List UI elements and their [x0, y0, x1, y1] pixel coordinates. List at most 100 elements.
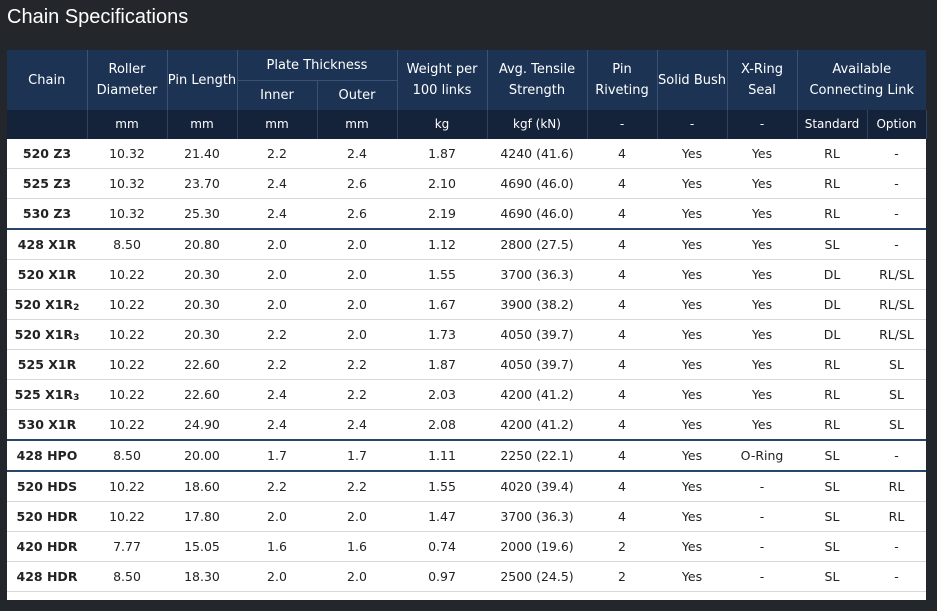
chain-name-text: 520 X1R: [17, 267, 77, 282]
cell-bush: Yes: [657, 198, 727, 230]
cell-pin: 15.05: [167, 531, 237, 562]
cell-roller: 10.32: [87, 139, 167, 169]
chain-name-suffix: 2: [73, 303, 80, 313]
cell-std: SL: [797, 471, 867, 502]
cell-riveting: 4: [587, 168, 657, 199]
cell-opt: -: [867, 229, 926, 260]
cell-std: DL: [797, 259, 867, 290]
cell-roller: 10.32: [87, 168, 167, 199]
cell-bush: Yes: [657, 289, 727, 320]
cell-inner: 2.2: [237, 139, 317, 169]
cell-tensile: 2000 (19.6): [487, 531, 587, 562]
cell-opt: RL: [867, 471, 926, 502]
cell-inner: 2.4: [237, 198, 317, 230]
unit-chain: [7, 110, 88, 139]
cell-std: RL: [797, 409, 867, 441]
table-row: 428 HDR 8.50 18.30 2.0 2.0 0.97 2500 (24.5) 2 Ye…: [7, 561, 926, 592]
cell-opt: SL: [867, 349, 926, 380]
cell-riveting: 4: [587, 198, 657, 230]
cell-weight: 1.11: [397, 440, 487, 472]
header-solid-bush: Solid Bush: [657, 50, 728, 110]
chain-name: 525 X1R3: [7, 379, 87, 410]
chain-name: 525 X1R: [7, 349, 87, 380]
cell-weight: 2.10: [397, 168, 487, 199]
table-row: 525 Z3 10.32 23.70 2.4 2.6 2.10 4690 (46.0) 4 Ye…: [7, 168, 926, 199]
cell-riveting: 2: [587, 561, 657, 592]
cell-inner: 2.0: [237, 259, 317, 290]
cell-bush: Yes: [657, 409, 727, 441]
cell-std: RL: [797, 379, 867, 410]
cell-riveting: 4: [587, 349, 657, 380]
cell-outer: 1.6: [317, 531, 397, 562]
spec-table-container: Chain Roller Diameter Pin Length Plate T…: [7, 50, 927, 600]
chain-name: 520 X1R: [7, 259, 87, 290]
header-chain: Chain: [7, 50, 88, 110]
header-xring-seal: X-Ring Seal: [727, 50, 798, 110]
table-row: 525 X1R3 10.22 22.60 2.4 2.2 2.03 4200 (41.2) 4…: [7, 379, 926, 410]
cell-std: SL: [797, 229, 867, 260]
cell-bush: Yes: [657, 561, 727, 592]
cell-seal: Yes: [727, 139, 797, 169]
cell-outer: 2.0: [317, 289, 397, 320]
cell-riveting: 4: [587, 289, 657, 320]
cell-seal: Yes: [727, 409, 797, 441]
cell-riveting: 4: [587, 409, 657, 441]
cell-seal: -: [727, 501, 797, 532]
cell-std: RL: [797, 139, 867, 169]
cell-seal: Yes: [727, 229, 797, 260]
cell-roller: 10.22: [87, 379, 167, 410]
table-row: 520 X1R 10.22 20.30 2.0 2.0 1.55 3700 (36.3) 4 Y…: [7, 259, 926, 290]
cell-pin: 25.30: [167, 198, 237, 230]
cell-tensile: 4050 (39.7): [487, 319, 587, 350]
cell-pin: 20.30: [167, 259, 237, 290]
cell-seal: -: [727, 561, 797, 592]
header-plate-thickness: Plate Thickness: [237, 50, 398, 81]
cell-std: SL: [797, 561, 867, 592]
cell-outer: 2.0: [317, 561, 397, 592]
chain-name: 525 Z3: [7, 168, 87, 199]
cell-opt: -: [867, 139, 926, 169]
cell-outer: 2.0: [317, 501, 397, 532]
cell-opt: RL/SL: [867, 319, 926, 350]
chain-name-text: 520 HDR: [16, 509, 78, 524]
table-row: 530 Z3 10.32 25.30 2.4 2.6 2.19 4690 (46.0) 4 Ye…: [7, 198, 926, 230]
chain-name: 428 HDR: [7, 561, 87, 592]
cell-pin: 20.30: [167, 319, 237, 350]
cell-riveting: 4: [587, 319, 657, 350]
cell-roller: 10.22: [87, 259, 167, 290]
cell-seal: Yes: [727, 259, 797, 290]
cell-std: SL: [797, 531, 867, 562]
cell-std: DL: [797, 289, 867, 320]
cell-outer: 2.0: [317, 259, 397, 290]
cell-std: DL: [797, 319, 867, 350]
page-title: Chain Specifications: [7, 6, 189, 28]
cell-opt: RL: [867, 501, 926, 532]
unit-cell: kg: [397, 110, 488, 139]
cell-seal: Yes: [727, 319, 797, 350]
table-row: 530 X1R 10.22 24.90 2.4 2.4 2.08 4200 (41.2) 4 Y…: [7, 409, 926, 441]
cell-riveting: 4: [587, 440, 657, 472]
cell-weight: 1.12: [397, 229, 487, 260]
cell-roller: 8.50: [87, 440, 167, 472]
header-available-link: Available Connecting Link: [797, 50, 926, 110]
cell-pin: 17.80: [167, 501, 237, 532]
chain-name: 530 Z3: [7, 198, 87, 230]
chain-name-suffix: 3: [73, 333, 80, 343]
cell-outer: 2.2: [317, 471, 397, 502]
cell-weight: 2.03: [397, 379, 487, 410]
cell-riveting: 4: [587, 259, 657, 290]
chain-name-text: 520 HDS: [16, 479, 78, 494]
cell-tensile: 4690 (46.0): [487, 198, 587, 230]
cell-tensile: 3700 (36.3): [487, 259, 587, 290]
cell-std: RL: [797, 168, 867, 199]
cell-weight: 1.67: [397, 289, 487, 320]
cell-outer: 1.7: [317, 440, 397, 472]
cell-tensile: 4020 (39.4): [487, 471, 587, 502]
cell-inner: 2.2: [237, 349, 317, 380]
chain-name-text: 428 X1R: [17, 237, 77, 252]
cell-riveting: 2: [587, 531, 657, 562]
table-row: 420 HDR 7.77 15.05 1.6 1.6 0.74 2000 (19.6) 2 Ye…: [7, 531, 926, 562]
cell-bush: Yes: [657, 168, 727, 199]
chain-name-text: 520 X1R: [14, 327, 74, 342]
cell-bush: Yes: [657, 501, 727, 532]
